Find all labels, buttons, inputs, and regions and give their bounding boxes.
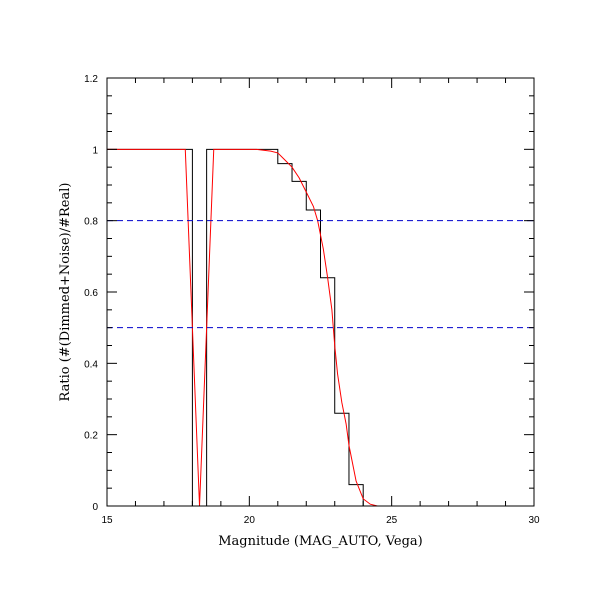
y-tick-label: 0.4	[84, 359, 98, 370]
y-tick-label: 0.2	[84, 431, 98, 442]
y-tick-label: 0.6	[84, 288, 98, 299]
y-tick-label: 0.8	[84, 217, 98, 228]
x-tick-label: 30	[528, 515, 540, 526]
plot-frame	[106, 77, 535, 507]
series-layer	[107, 148, 534, 507]
x-tick-label: 20	[244, 515, 256, 526]
x-axis-title: Magnitude (MAG_AUTO, Vega)	[218, 534, 423, 549]
y-tick-label: 1.2	[84, 74, 98, 85]
x-tick-label: 15	[101, 515, 113, 526]
x-tick-label: 25	[386, 515, 398, 526]
axis-layer: 15 20 25 30 0 0.2 0.4 0.6 0.8 1 1.2	[84, 74, 540, 526]
y-axis-title: Ratio (#(Dimmed+Noise)/#Real)	[58, 183, 73, 402]
y-tick-label: 0	[92, 502, 98, 513]
y-tick-label: 1	[92, 145, 98, 156]
